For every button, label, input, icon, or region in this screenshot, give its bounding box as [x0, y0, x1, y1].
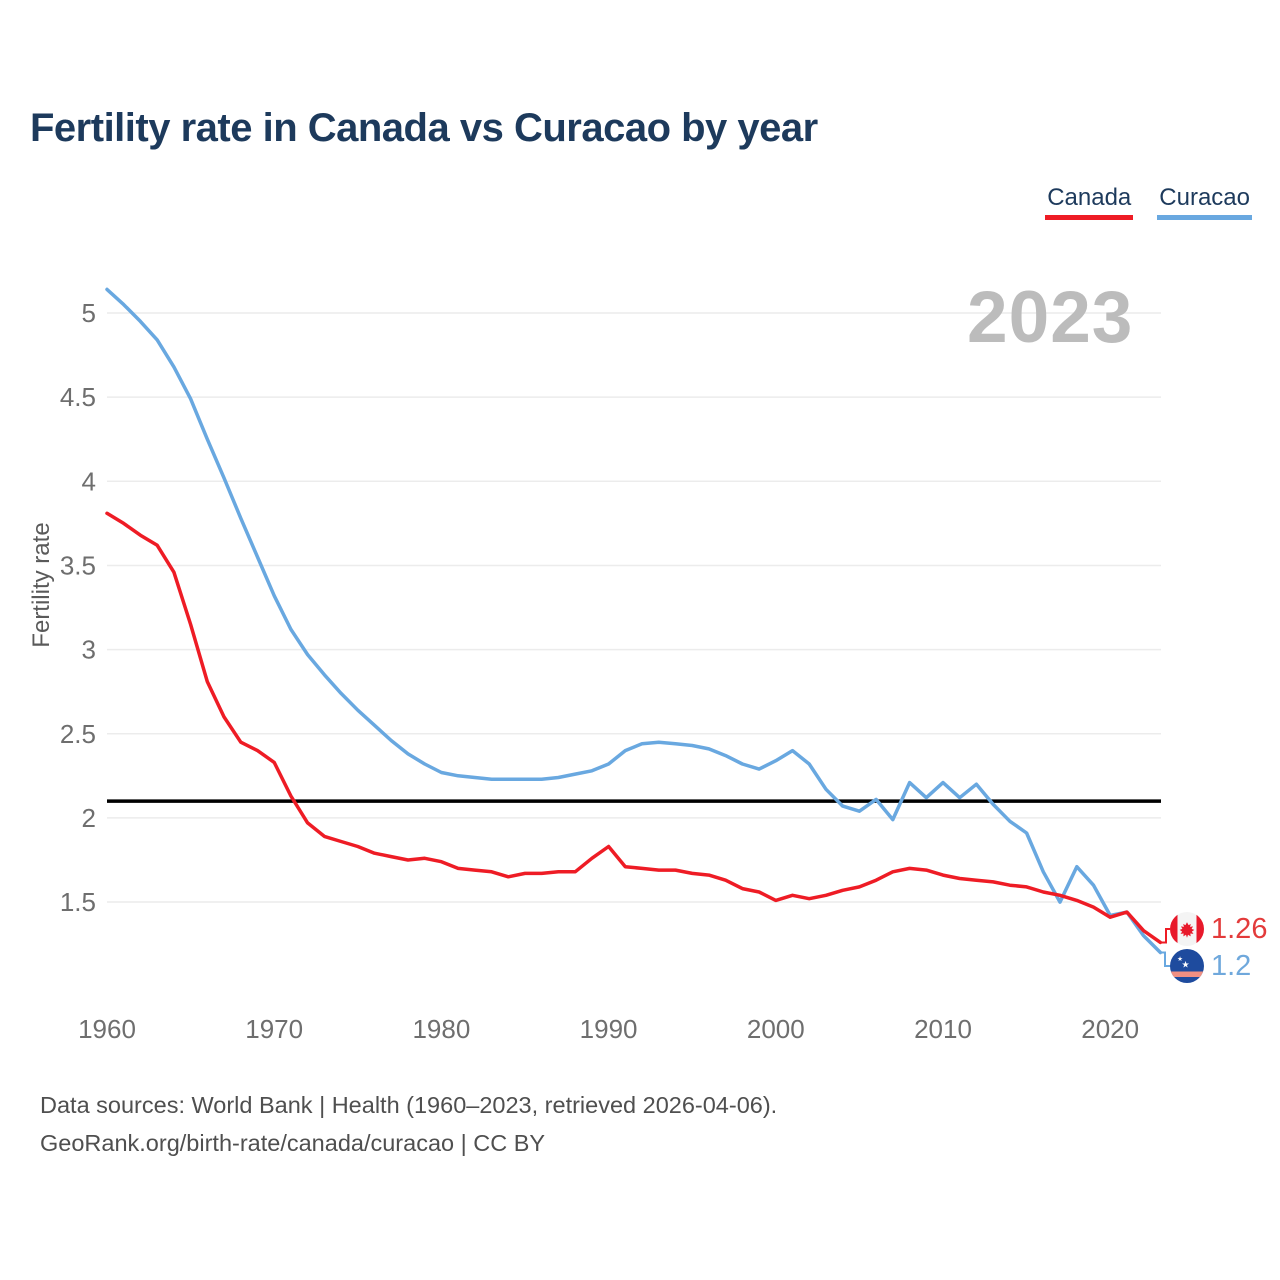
y-tick-label: 4 [82, 466, 96, 496]
watermark-year: 2023 [967, 277, 1134, 358]
legend-item-canada[interactable]: Canada [1045, 184, 1134, 220]
footer-sources: Data sources: World Bank | Health (1960–… [40, 1092, 778, 1118]
curacao-line [105, 287, 1163, 955]
x-tick-label: 2020 [1081, 1014, 1139, 1044]
page-title: Fertility rate in Canada vs Curacao by y… [30, 106, 818, 150]
x-tick-label: 1970 [245, 1014, 303, 1044]
y-tick-label: 3.5 [60, 550, 96, 580]
legend-swatch-curacao [1157, 215, 1252, 220]
y-axis-title: Fertility rate [28, 522, 55, 648]
y-tick-label: 2.5 [60, 719, 96, 749]
x-tick-label: 2000 [747, 1014, 805, 1044]
legend-label-curacao[interactable]: Curacao [1159, 184, 1250, 211]
footer-attribution: GeoRank.org/birth-rate/canada/curacao | … [40, 1130, 546, 1156]
y-tick-label: 2 [82, 803, 96, 833]
y-tick-label: 1.5 [60, 887, 96, 917]
x-tick-label: 1990 [580, 1014, 638, 1044]
curacao-endpoint-connector [1160, 951, 1171, 967]
canada-line [105, 511, 1163, 945]
footer: Data sources: World Bank | Health (1960–… [40, 1086, 777, 1162]
y-tick-label: 3 [82, 635, 96, 665]
legend-swatch-canada [1045, 215, 1134, 220]
endpoint-canada: 1.26 [1170, 912, 1267, 946]
curacao-flag-icon: ★ ★ [1170, 949, 1204, 983]
canada-flag-icon [1170, 912, 1204, 946]
canada-endpoint-connector [1160, 928, 1171, 944]
endpoint-value-canada: 1.26 [1211, 912, 1268, 945]
endpoint-value-curacao: 1.2 [1211, 949, 1252, 982]
y-tick-label: 4.5 [60, 382, 96, 412]
svg-text:★: ★ [1177, 955, 1183, 963]
x-tick-label: 1960 [78, 1014, 136, 1044]
legend-item-curacao[interactable]: Curacao [1157, 184, 1252, 220]
endpoint-curacao: ★ ★ 1.2 [1170, 949, 1251, 983]
y-tick-label: 5 [82, 298, 96, 328]
legend-label-canada[interactable]: Canada [1047, 184, 1132, 211]
legend: Canada Curacao [1045, 184, 1252, 220]
x-tick-label: 2010 [914, 1014, 972, 1044]
x-tick-label: 1980 [412, 1014, 470, 1044]
svg-text:★: ★ [1181, 961, 1189, 971]
